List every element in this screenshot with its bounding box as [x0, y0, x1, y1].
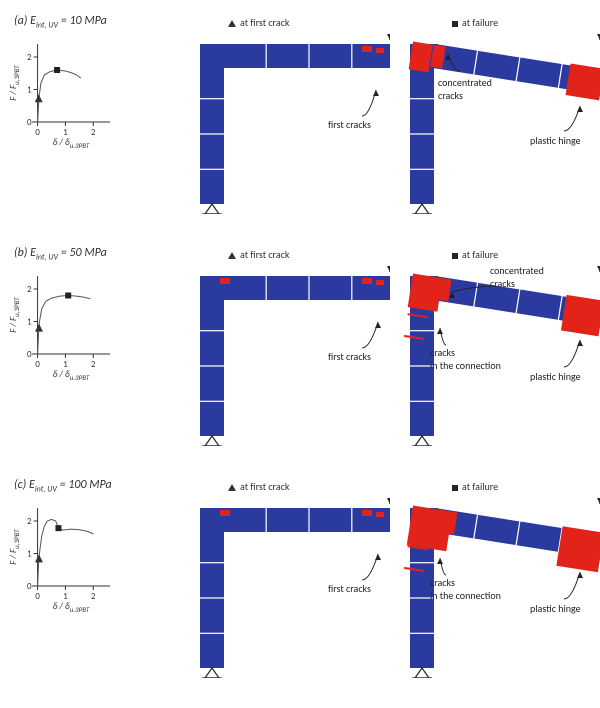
svg-text:2: 2 [91, 359, 96, 370]
chart-c: 012012 δ / δu,3PBT F / Fu,3PBT [6, 502, 116, 612]
annot-b-1: concentrated cracks [490, 264, 544, 290]
first-crack-title-c: at first crack [228, 480, 289, 493]
annot-a-1: concentrated cracks [438, 76, 492, 102]
row-c: (c) Eint, UV = 100 MPa 012012 δ / δu,3PB… [0, 478, 600, 708]
chart-b: 012012 δ / δu,3PBT F / Fu,3PBT [6, 270, 116, 380]
row-b: (b) Eint, UV = 50 MPa 012012 δ / δu,3PBT… [0, 246, 600, 476]
annot-b-2: cracks in the connection [430, 346, 501, 372]
svg-text:2: 2 [27, 52, 32, 63]
svg-text:1: 1 [27, 85, 32, 96]
failure-title-a: at failure [452, 16, 498, 29]
svg-text:2: 2 [27, 516, 32, 527]
svg-text:2: 2 [27, 284, 32, 295]
svg-text:0: 0 [27, 581, 32, 592]
svg-text:1: 1 [27, 317, 32, 328]
subfig-label-c: (c) Eint, UV = 100 MPa [14, 478, 112, 494]
row-a: (a) Eint, UV = 10 MPa 012012 δ / δu,3PBT… [0, 14, 600, 244]
svg-text:0: 0 [27, 349, 32, 360]
svg-text:2: 2 [91, 127, 96, 138]
annot-a-0: first cracks [328, 118, 371, 131]
first-crack-title-b: at first crack [228, 248, 289, 261]
failure-title-b: at failure [452, 248, 498, 261]
svg-text:δ / δu,3PBT: δ / δu,3PBT [53, 601, 90, 612]
svg-text:0: 0 [35, 359, 40, 370]
annot-c-2: plastic hinge [530, 602, 581, 615]
annot-b-0: first cracks [328, 350, 371, 363]
svg-text:F / Fu,3PBT: F / Fu,3PBT [8, 65, 21, 101]
svg-text:F / Fu,3PBT: F / Fu,3PBT [8, 297, 21, 333]
svg-text:0: 0 [35, 591, 40, 602]
annot-a-2: plastic hinge [530, 134, 581, 147]
svg-text:0: 0 [27, 117, 32, 128]
annot-c-1: cracks in the connection [430, 576, 501, 602]
svg-text:δ / δu,3PBT: δ / δu,3PBT [53, 369, 90, 380]
annot-b-3: plastic hinge [530, 370, 581, 383]
annot-c-0: first cracks [328, 582, 371, 595]
svg-text:0: 0 [35, 127, 40, 138]
subfig-label-a: (a) Eint, UV = 10 MPa [14, 14, 107, 30]
svg-text:1: 1 [27, 549, 32, 560]
failure-title-c: at failure [452, 480, 498, 493]
first-crack-title-a: at first crack [228, 16, 289, 29]
chart-a: 012012 δ / δu,3PBT F / Fu,3PBT [6, 38, 116, 148]
svg-text:F / Fu,3PBT: F / Fu,3PBT [8, 529, 21, 565]
svg-text:2: 2 [91, 591, 96, 602]
svg-text:δ / δu,3PBT: δ / δu,3PBT [53, 137, 90, 148]
subfig-label-b: (b) Eint, UV = 50 MPa [14, 246, 107, 262]
